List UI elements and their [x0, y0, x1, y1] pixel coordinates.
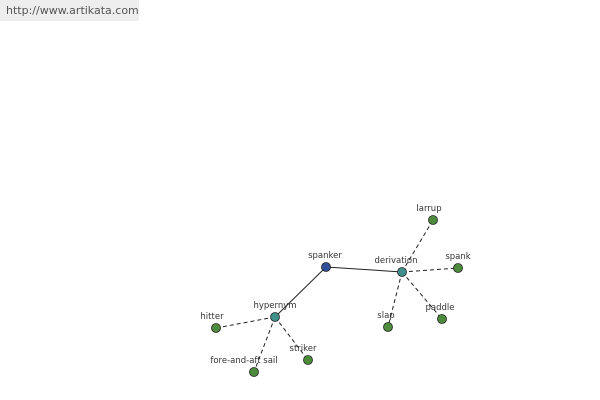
node-label[interactable]: spanker: [308, 251, 342, 261]
node[interactable]: [428, 215, 438, 225]
node-label[interactable]: larrup: [416, 204, 441, 214]
node-label[interactable]: hypernym: [253, 301, 296, 311]
node-label[interactable]: hitter: [200, 312, 224, 322]
node[interactable]: [303, 355, 313, 365]
node[interactable]: [211, 323, 221, 333]
site-url[interactable]: http://www.artikata.com: [0, 0, 139, 21]
node-label[interactable]: derivation: [374, 256, 417, 266]
dashed-edge: [253, 316, 276, 373]
dashed-edge: [401, 219, 434, 273]
node[interactable]: [249, 367, 259, 377]
node[interactable]: [270, 312, 280, 322]
node[interactable]: [321, 262, 331, 272]
node[interactable]: [383, 322, 393, 332]
dashed-edge: [215, 316, 276, 329]
dashed-edge: [401, 267, 459, 273]
node[interactable]: [397, 267, 407, 277]
node-label[interactable]: fore-and-aft sail: [210, 356, 277, 366]
node-label[interactable]: spank: [445, 252, 470, 262]
node-label[interactable]: striker: [290, 344, 317, 354]
node-label[interactable]: paddle: [426, 303, 455, 313]
node-label[interactable]: slap: [377, 311, 394, 321]
dashed-edge: [274, 316, 309, 361]
edge: [325, 266, 403, 273]
node[interactable]: [453, 263, 463, 273]
node[interactable]: [437, 314, 447, 324]
dashed-edge: [401, 271, 443, 320]
dashed-edge: [387, 271, 403, 328]
edge: [274, 266, 327, 318]
